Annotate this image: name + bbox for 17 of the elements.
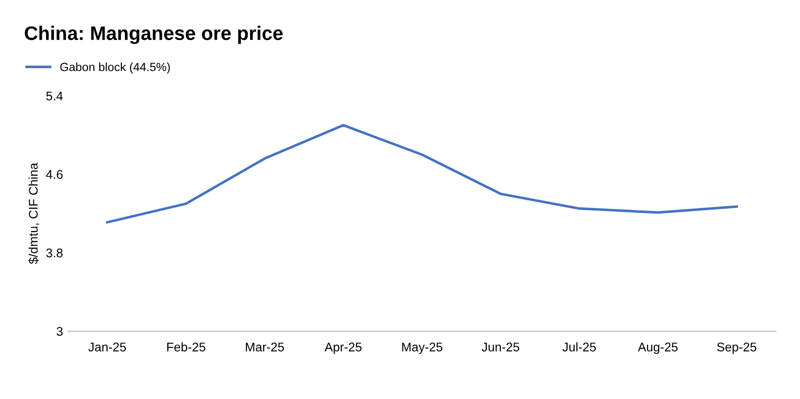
line-series <box>106 124 738 224</box>
x-tick-label: Jul-25 <box>562 342 596 352</box>
legend-label: Gabon block (44.5%) <box>60 62 170 74</box>
x-tick-label: Apr-25 <box>324 342 362 354</box>
x-tick-label: May-25 <box>402 342 442 354</box>
x-tick-label: Jan-25 <box>88 342 126 352</box>
x-tick-label: Sep-25 <box>717 342 756 354</box>
y-tick-label: 3.8 <box>46 248 63 258</box>
x-tick-label: Aug-25 <box>638 342 678 354</box>
y-tick-label: 4.6 <box>46 170 63 179</box>
x-tick-label: Mar-25 <box>246 342 284 352</box>
y-tick-label: 3 <box>56 326 63 336</box>
chart-title: China: Manganese ore price <box>24 26 283 44</box>
x-tick-label: Feb-25 <box>167 342 206 352</box>
x-tick-label: Jun-25 <box>482 342 520 352</box>
y-axis-title: $/dmtu, CIF China <box>28 162 40 264</box>
y-tick-label: 5.4 <box>46 92 63 100</box>
